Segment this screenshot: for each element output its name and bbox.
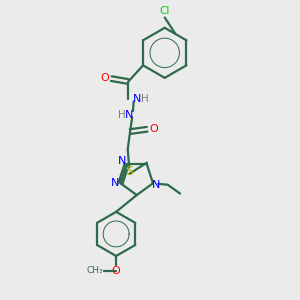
Text: N: N	[133, 94, 141, 104]
Text: N: N	[111, 178, 119, 188]
Text: H: H	[141, 94, 148, 104]
Text: N: N	[124, 110, 133, 119]
Text: N: N	[118, 156, 127, 166]
Text: O: O	[112, 266, 121, 276]
Text: Cl: Cl	[160, 6, 170, 16]
Text: S: S	[125, 165, 133, 178]
Text: CH₃: CH₃	[87, 266, 103, 275]
Text: O: O	[149, 124, 158, 134]
Text: H: H	[118, 110, 126, 119]
Text: O: O	[100, 73, 109, 83]
Text: N: N	[152, 180, 161, 190]
